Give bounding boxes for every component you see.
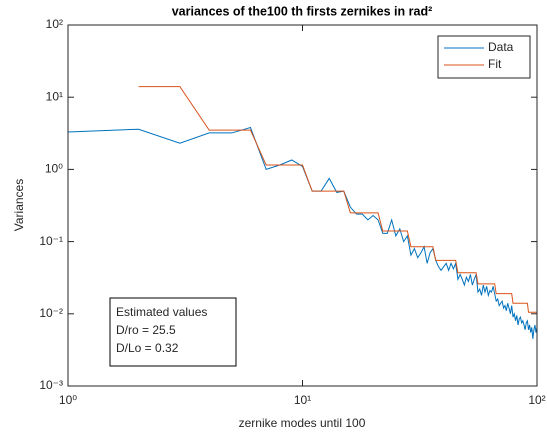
y-tick-label: 10⁰ [45, 162, 63, 176]
annotation-box [109, 297, 237, 367]
legend-label: Data [488, 40, 514, 54]
y-tick-label: 10² [46, 17, 63, 31]
axes-box [67, 24, 538, 387]
x-tick-label: 10⁰ [59, 393, 77, 407]
data-line [67, 126, 538, 339]
legend-box [437, 35, 531, 79]
y-tick-label: 10⁻¹ [39, 234, 63, 248]
y-axis-label: Variances [12, 179, 26, 231]
annotation-text: Estimated values [116, 305, 207, 319]
chart-title: variances of the100 th firsts zernikes i… [172, 4, 433, 18]
data-line [138, 86, 537, 313]
annotation-text: D/Lo = 0.32 [116, 341, 179, 355]
x-tick-label: 10² [528, 393, 545, 407]
x-tick-label: 10¹ [294, 393, 311, 407]
y-tick-label: 10⁻³ [39, 378, 63, 392]
legend-label: Fit [488, 57, 502, 71]
annotation-text: D/ro = 25.5 [116, 323, 176, 337]
y-tick-label: 10¹ [46, 89, 63, 103]
x-axis-label: zernike modes until 100 [239, 416, 366, 430]
y-tick-label: 10⁻² [39, 306, 63, 320]
